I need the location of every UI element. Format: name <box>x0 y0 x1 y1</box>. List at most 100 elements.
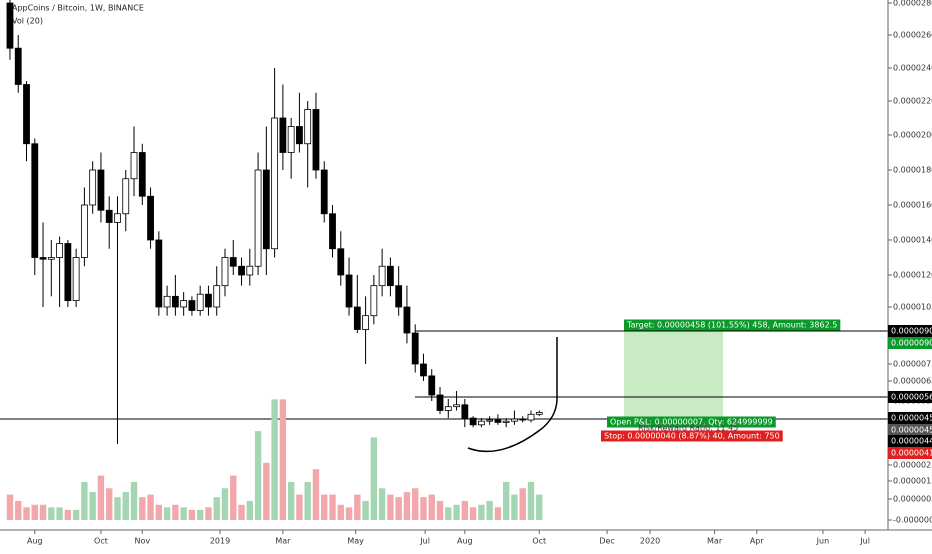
y-tick-label: 0.00001600 <box>893 201 932 210</box>
candle-body <box>14 47 22 85</box>
candle-body <box>535 411 543 415</box>
price-label: 0.00000411 <box>891 449 932 458</box>
y-tick-label: 0.00001200 <box>893 271 932 280</box>
volume-bar <box>271 399 278 520</box>
volume-bar <box>296 494 303 520</box>
volume-bar <box>428 494 435 520</box>
volume-bar <box>56 507 63 520</box>
candle-body <box>519 418 527 421</box>
candle-body <box>180 300 188 308</box>
price-label: 0.00000569 <box>891 393 932 402</box>
candle-body <box>296 126 303 145</box>
volume-bar <box>519 488 526 520</box>
volume-bar <box>238 504 245 520</box>
candle-body <box>196 293 204 311</box>
candle-body <box>511 418 518 422</box>
volume-bar <box>254 431 262 520</box>
x-tick-label: Aug <box>457 537 473 546</box>
x-tick-label: Mar <box>707 537 723 546</box>
candle-body <box>444 406 452 411</box>
position-label-box <box>624 319 841 331</box>
candle-body <box>47 257 55 260</box>
volume-bar <box>536 494 543 520</box>
volume-bar <box>114 497 121 520</box>
candle-body <box>221 257 229 287</box>
y-tick-label: 0.00001800 <box>893 166 932 175</box>
position-label-box <box>601 430 783 442</box>
volume-bar <box>420 497 427 520</box>
candle-body <box>469 417 477 426</box>
volume-bar <box>246 500 254 520</box>
volume-bar <box>39 504 47 520</box>
candle-body <box>461 404 469 419</box>
candle-body <box>420 363 427 377</box>
volume-bar <box>345 507 353 520</box>
volume-bar <box>329 494 336 520</box>
candle-body <box>477 420 485 426</box>
position-label-box <box>607 416 776 428</box>
candle-body <box>386 265 394 287</box>
candle-body <box>353 306 361 330</box>
volume-bar <box>527 481 535 520</box>
volume-bar <box>221 488 229 520</box>
volume-bar <box>469 507 477 520</box>
volume-bar <box>337 504 344 520</box>
volume-bar <box>387 494 394 520</box>
volume-bar <box>445 507 452 520</box>
candle-body <box>213 285 221 308</box>
y-tick-label: 0.00000650 <box>893 377 932 386</box>
y-tick-label: 0.00000750 <box>893 360 932 369</box>
candle-body <box>155 239 163 308</box>
candle-body <box>329 213 336 250</box>
candle-body <box>279 117 287 153</box>
volume-bar <box>48 507 55 520</box>
candle-body <box>304 109 312 145</box>
candle-body <box>378 265 386 287</box>
volume-bar <box>362 500 369 520</box>
candle-body <box>39 257 47 260</box>
x-tick-label: May <box>347 537 364 546</box>
candle-body <box>262 169 270 250</box>
position-label: Open P&L: 0.00000007, Qty: 624999999 <box>610 418 773 427</box>
price-label-box <box>888 325 932 337</box>
candle-body <box>114 213 121 223</box>
candle-body <box>122 178 130 215</box>
volume-bar <box>370 437 378 520</box>
volume-bar <box>6 494 14 520</box>
volume-bar <box>279 399 287 520</box>
volume-bar <box>147 494 154 520</box>
price-label-box <box>888 447 932 459</box>
candle-body <box>6 2 14 49</box>
chart-title: AppCoins / Bitcoin, 1W, BINANCE <box>12 4 144 13</box>
candle-body <box>362 315 369 330</box>
candle-body <box>72 257 80 301</box>
candle-body <box>56 243 63 258</box>
volume-bar <box>130 481 138 520</box>
volume-bar <box>395 497 402 520</box>
volume-bar <box>31 504 38 520</box>
volume-bar <box>188 509 196 520</box>
price-label: 0.00000908 <box>891 327 932 336</box>
candle-body <box>205 293 212 308</box>
volume-bar <box>81 481 88 520</box>
volume-bar <box>354 494 361 520</box>
candle-body <box>254 169 262 267</box>
candle-body <box>188 300 196 311</box>
volume-bar <box>23 507 30 520</box>
volume-bar <box>15 500 22 520</box>
candle-body <box>64 243 72 301</box>
position-label: Risk/Reward Ratio: 11.45 <box>638 424 738 433</box>
indicator-label: Vol (20) <box>12 17 43 26</box>
price-label: 0.00000451 <box>891 426 932 435</box>
price-label: 0.00000458 <box>891 414 932 423</box>
volume-bar <box>494 507 502 520</box>
volume-bar <box>180 507 187 520</box>
candle-body <box>411 332 419 365</box>
y-tick-label: 0.00002600 <box>893 31 932 40</box>
volume-bar <box>97 475 105 520</box>
candle-body <box>147 195 154 241</box>
candle-body <box>494 419 502 423</box>
candle-body <box>337 248 345 276</box>
candle-body <box>163 295 171 308</box>
